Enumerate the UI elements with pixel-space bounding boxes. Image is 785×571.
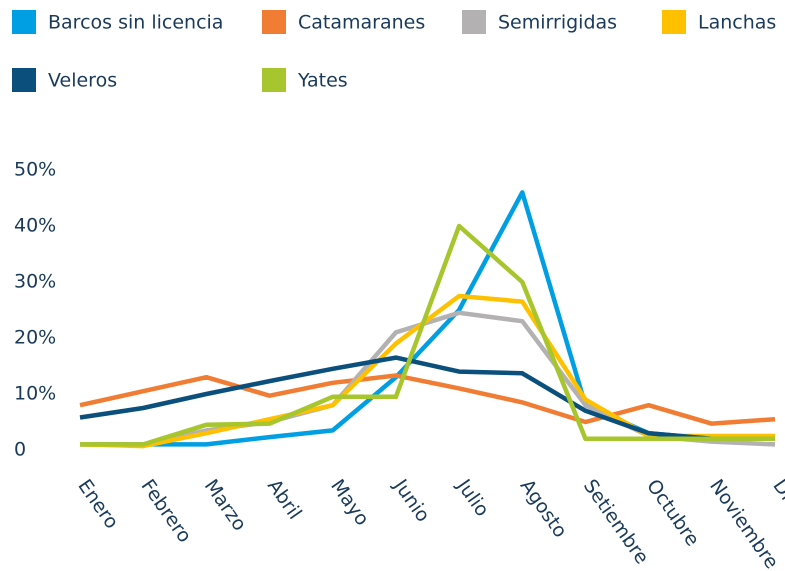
x-tick-label: Febrero <box>137 475 196 546</box>
legend-swatch <box>662 10 686 34</box>
x-tick-label: Marzo <box>200 475 251 535</box>
series-line <box>79 355 775 442</box>
x-tick-label: Abril <box>263 475 306 523</box>
legend-swatch <box>12 68 36 92</box>
series-line <box>79 293 775 449</box>
x-tick-label: Octubre <box>642 475 704 550</box>
y-tick-label: 50% <box>14 159 56 181</box>
x-tick-label: Mayo <box>326 475 373 529</box>
x-tick-label: Setiembre <box>579 475 653 568</box>
y-tick-label: 20% <box>14 327 56 349</box>
legend-label: Lanchas <box>698 12 776 34</box>
x-tick-label: Enero <box>73 475 122 532</box>
series-line <box>80 310 776 447</box>
y-tick-label: 40% <box>14 215 56 237</box>
legend-swatch <box>262 10 286 34</box>
y-tick-label: 30% <box>14 271 56 293</box>
y-tick-label: 10% <box>14 383 56 405</box>
legend-label: Veleros <box>48 70 117 92</box>
legend-swatch <box>262 68 286 92</box>
y-tick-label: 0 <box>14 439 26 461</box>
series-line <box>80 223 775 447</box>
legend-label: Barcos sin licencia <box>48 12 223 34</box>
legend-label: Semirrigidas <box>498 12 617 34</box>
x-tick-label: Julio <box>452 475 493 521</box>
legend-label: Catamaranes <box>298 12 425 34</box>
x-tick-label: Junio <box>389 475 434 527</box>
legend-swatch <box>12 10 36 34</box>
x-tick-label: Agosto <box>516 475 572 541</box>
series-line <box>79 373 776 426</box>
legend-label: Yates <box>297 70 348 92</box>
legend-swatch <box>462 10 486 34</box>
